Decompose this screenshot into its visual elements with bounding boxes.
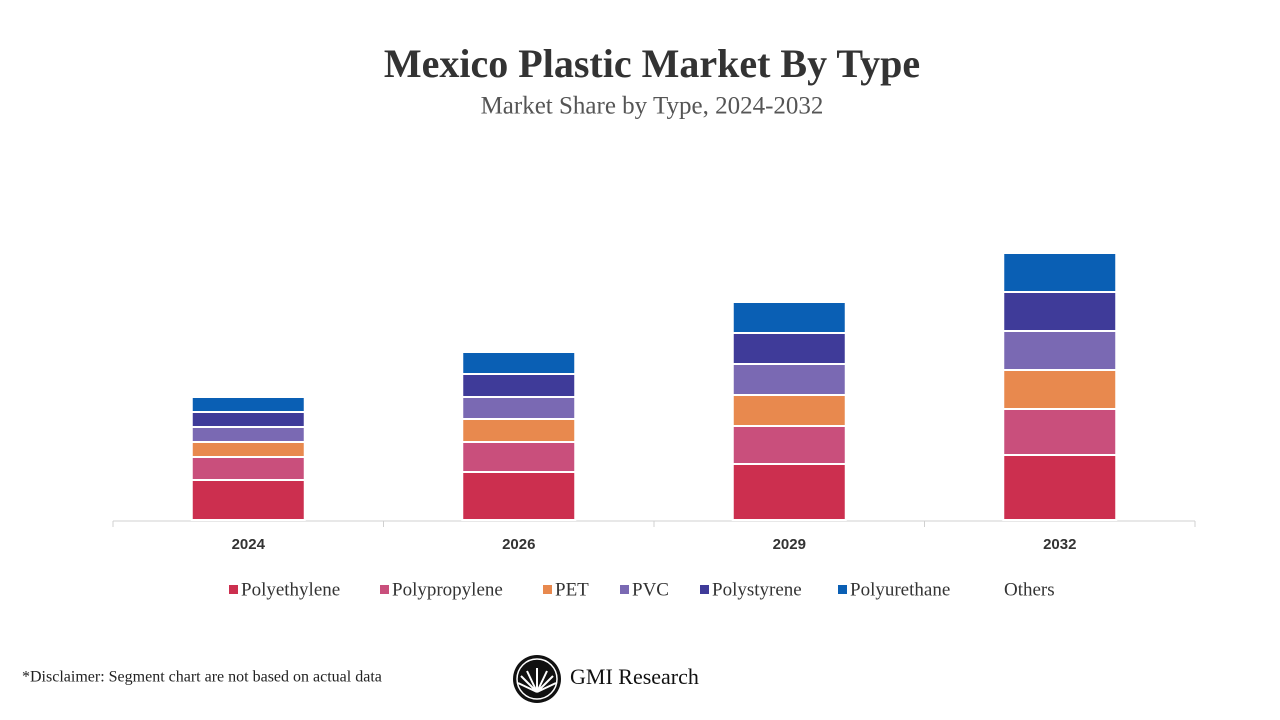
legend-label: PET: [555, 579, 589, 600]
bar-segment: [1002, 252, 1118, 293]
legend-label: Polyethylene: [241, 579, 340, 600]
bar-segment: [731, 301, 847, 334]
bar-segment: [190, 441, 306, 458]
bar-segment: [190, 456, 306, 481]
legend-swatch: [700, 585, 709, 594]
x-tick-label: 2026: [502, 536, 535, 553]
bar-segment: [190, 426, 306, 443]
bar-segment: [731, 332, 847, 365]
bar-segment: [1002, 330, 1118, 371]
legend-label: Polystyrene: [712, 579, 802, 600]
legend-swatch: [838, 585, 847, 594]
legend-label: PVC: [632, 579, 669, 600]
legend-swatch: [380, 585, 389, 594]
brand-logo: [513, 655, 561, 703]
bar-segment: [461, 351, 577, 375]
x-tick-label: 2032: [1043, 536, 1076, 553]
bar-segment: [731, 425, 847, 465]
bar-segment: [461, 396, 577, 420]
legend-swatch: [543, 585, 552, 594]
bar-segment: [190, 396, 306, 413]
bar-segment: [1002, 454, 1118, 521]
legend-label: Polyurethane: [850, 579, 950, 600]
legend-swatch: [620, 585, 629, 594]
bar-segment: [461, 441, 577, 473]
legend-label: Others: [1004, 579, 1055, 600]
bar-segment: [1002, 408, 1118, 456]
bar-segment: [731, 363, 847, 396]
disclaimer: *Disclaimer: Segment chart are not based…: [22, 669, 382, 686]
bar-segment: [731, 394, 847, 427]
brand-name: GMI Research: [570, 664, 699, 689]
chart-title: Mexico Plastic Market By Type: [384, 41, 920, 86]
bar-segment: [461, 373, 577, 398]
bar-segment: [461, 418, 577, 443]
legend: Polyethylene Polypropylene PET PVC Polystyre…: [229, 579, 1055, 600]
legend-label: Polypropylene: [392, 579, 503, 600]
chart-subtitle: Market Share by Type, 2024-2032: [481, 93, 824, 120]
bar-segment: [1002, 369, 1118, 410]
bar-segment: [190, 411, 306, 428]
x-tick-label: 2024: [232, 536, 266, 553]
bar-segment: [190, 479, 306, 521]
bar-segment: [461, 471, 577, 521]
x-tick-label: 2029: [773, 536, 806, 553]
legend-swatch: [229, 585, 238, 594]
bar-segment: [1002, 291, 1118, 332]
plot: 2024 2026 2029 2032: [112, 252, 1196, 553]
bar-segment: [731, 463, 847, 521]
